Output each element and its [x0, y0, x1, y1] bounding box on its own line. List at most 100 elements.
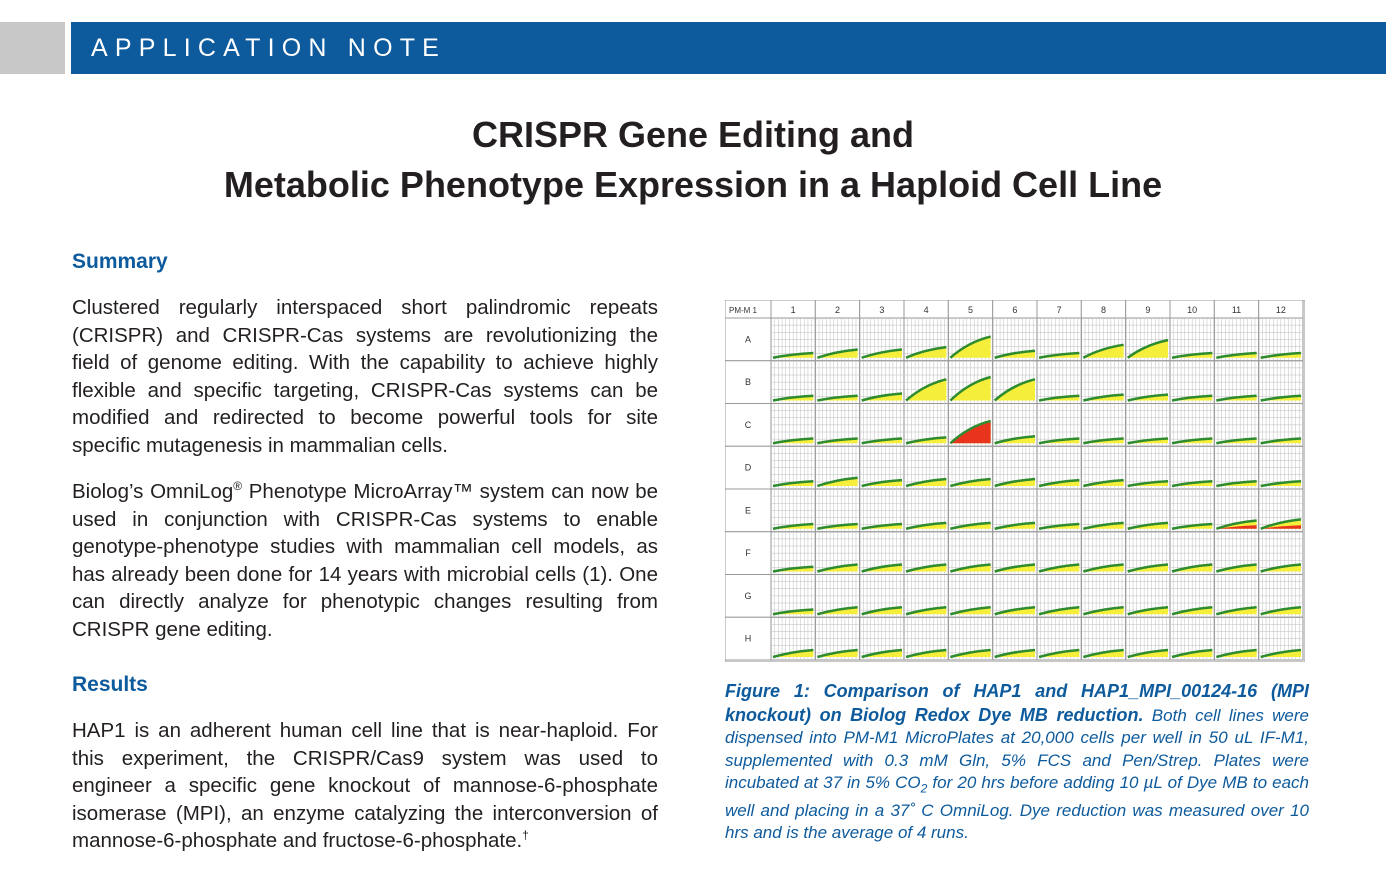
- green-curve: [1260, 480, 1302, 488]
- row-label: B: [745, 377, 751, 387]
- row-label: E: [745, 505, 751, 515]
- green-curve: [994, 563, 1036, 573]
- green-curve: [816, 605, 858, 616]
- title-line-2: Metabolic Phenotype Expression in a Hapl…: [223, 164, 1163, 205]
- green-curve: [861, 392, 903, 402]
- row-label: D: [745, 463, 752, 473]
- green-curve: [1260, 518, 1302, 530]
- red-curve: [1260, 525, 1301, 529]
- green-curve: [1038, 478, 1080, 488]
- green-curve: [861, 437, 903, 445]
- green-curve: [861, 522, 903, 530]
- row-label: H: [745, 634, 752, 644]
- green-curve: [1171, 563, 1213, 573]
- row-label: F: [745, 548, 751, 558]
- green-curve: [905, 345, 947, 359]
- green-curve: [772, 480, 814, 488]
- column-label: 8: [1101, 305, 1106, 315]
- column-label: 6: [1012, 305, 1017, 315]
- column-label: 2: [835, 305, 840, 315]
- green-curve: [1083, 437, 1124, 445]
- green-curve: [1038, 522, 1080, 530]
- green-curve: [1127, 563, 1169, 573]
- yellow-curve: [1083, 344, 1124, 358]
- yellow-curve: [994, 379, 1035, 401]
- green-curve: [1038, 394, 1080, 402]
- summary-paragraph-1: Clustered regularly interspaced short pa…: [72, 296, 658, 457]
- caption-text-2: for 20 hrs before adding 10 µL of Dye MB…: [725, 773, 1309, 843]
- green-curve: [861, 478, 903, 488]
- green-curve: [1127, 648, 1169, 659]
- green-curve: [949, 477, 991, 488]
- column-label: 12: [1276, 305, 1286, 315]
- row-header-cell: [724, 531, 772, 575]
- green-curve: [861, 563, 903, 573]
- green-curve: [1171, 522, 1213, 530]
- green-curve: [949, 563, 991, 573]
- dagger-mark: †: [522, 828, 529, 843]
- green-curve: [1215, 519, 1257, 530]
- results-heading: Results: [72, 673, 148, 696]
- green-curve: [1171, 480, 1213, 488]
- row-label: C: [745, 420, 752, 430]
- summary-paragraph-2: Biolog’s OmniLog® Phenotype MicroArray™ …: [72, 478, 658, 643]
- caption-bold: Figure 1: Comparison of HAP1 and HAP1_MP…: [725, 681, 1309, 725]
- summary-paragraph-2-text-a: Biolog’s OmniLog: [72, 480, 234, 503]
- green-curve: [1216, 351, 1257, 359]
- green-curve: [1171, 394, 1213, 402]
- yellow-curve: [950, 376, 991, 401]
- green-curve: [816, 476, 858, 488]
- figure-1: PM-M 1 1 2 3 4 5 6 7 8 9 10 11 12 A B C D E F G H: [724, 299, 1306, 663]
- green-curve: [1082, 605, 1124, 616]
- plate-label: PM-M 1: [729, 306, 758, 315]
- row-header-cell: [724, 574, 772, 618]
- results-paragraph-1: HAP1 is an adherent human cell line that…: [72, 717, 658, 855]
- green-curve: [994, 521, 1036, 530]
- column-label: 11: [1232, 305, 1241, 315]
- green-curve: [1038, 351, 1080, 359]
- green-curve: [817, 394, 858, 402]
- green-curve: [1260, 605, 1302, 616]
- green-curve: [1171, 648, 1213, 659]
- green-curve: [994, 648, 1036, 659]
- green-curve: [1216, 480, 1257, 488]
- green-curve: [816, 648, 858, 659]
- green-curve: [1215, 605, 1257, 616]
- green-curve: [1082, 563, 1124, 573]
- yellow-curve: [906, 379, 947, 401]
- page-title: CRISPR Gene Editing and Metabolic Phenot…: [0, 110, 1386, 210]
- green-curve: [1082, 648, 1124, 659]
- green-curve: [1260, 394, 1302, 402]
- row-label: A: [745, 334, 751, 344]
- green-curve: [905, 563, 947, 573]
- green-curve: [1083, 521, 1124, 530]
- results-paragraph-1-text: HAP1 is an adherent human cell line that…: [72, 719, 658, 852]
- banner-label: APPLICATION NOTE: [91, 34, 447, 62]
- green-curve: [949, 335, 991, 359]
- green-curve: [994, 477, 1036, 488]
- green-curve: [816, 348, 858, 359]
- yellow-curve: [950, 336, 991, 358]
- green-curve: [1126, 338, 1169, 359]
- summary-paragraph-2-text-b: Phenotype MicroArray™ system can now be …: [72, 480, 659, 641]
- green-curve: [1083, 393, 1124, 402]
- green-curve: [905, 648, 947, 659]
- green-curve: [949, 375, 991, 402]
- column-label: 4: [924, 305, 929, 315]
- yellow-curve: [1127, 340, 1168, 358]
- column-label: 7: [1057, 305, 1062, 315]
- green-curve: [905, 378, 947, 402]
- green-curve: [1127, 605, 1169, 616]
- green-curve: [949, 605, 991, 616]
- green-curve: [949, 648, 991, 659]
- row-header-cell: [724, 616, 772, 661]
- green-curve: [1260, 351, 1302, 359]
- green-curve: [816, 563, 858, 573]
- green-curve: [905, 521, 947, 530]
- green-curve: [1038, 605, 1080, 616]
- green-curve: [1216, 437, 1257, 445]
- green-curve: [772, 608, 814, 616]
- green-curve: [1038, 437, 1080, 445]
- red-curve: [950, 422, 991, 444]
